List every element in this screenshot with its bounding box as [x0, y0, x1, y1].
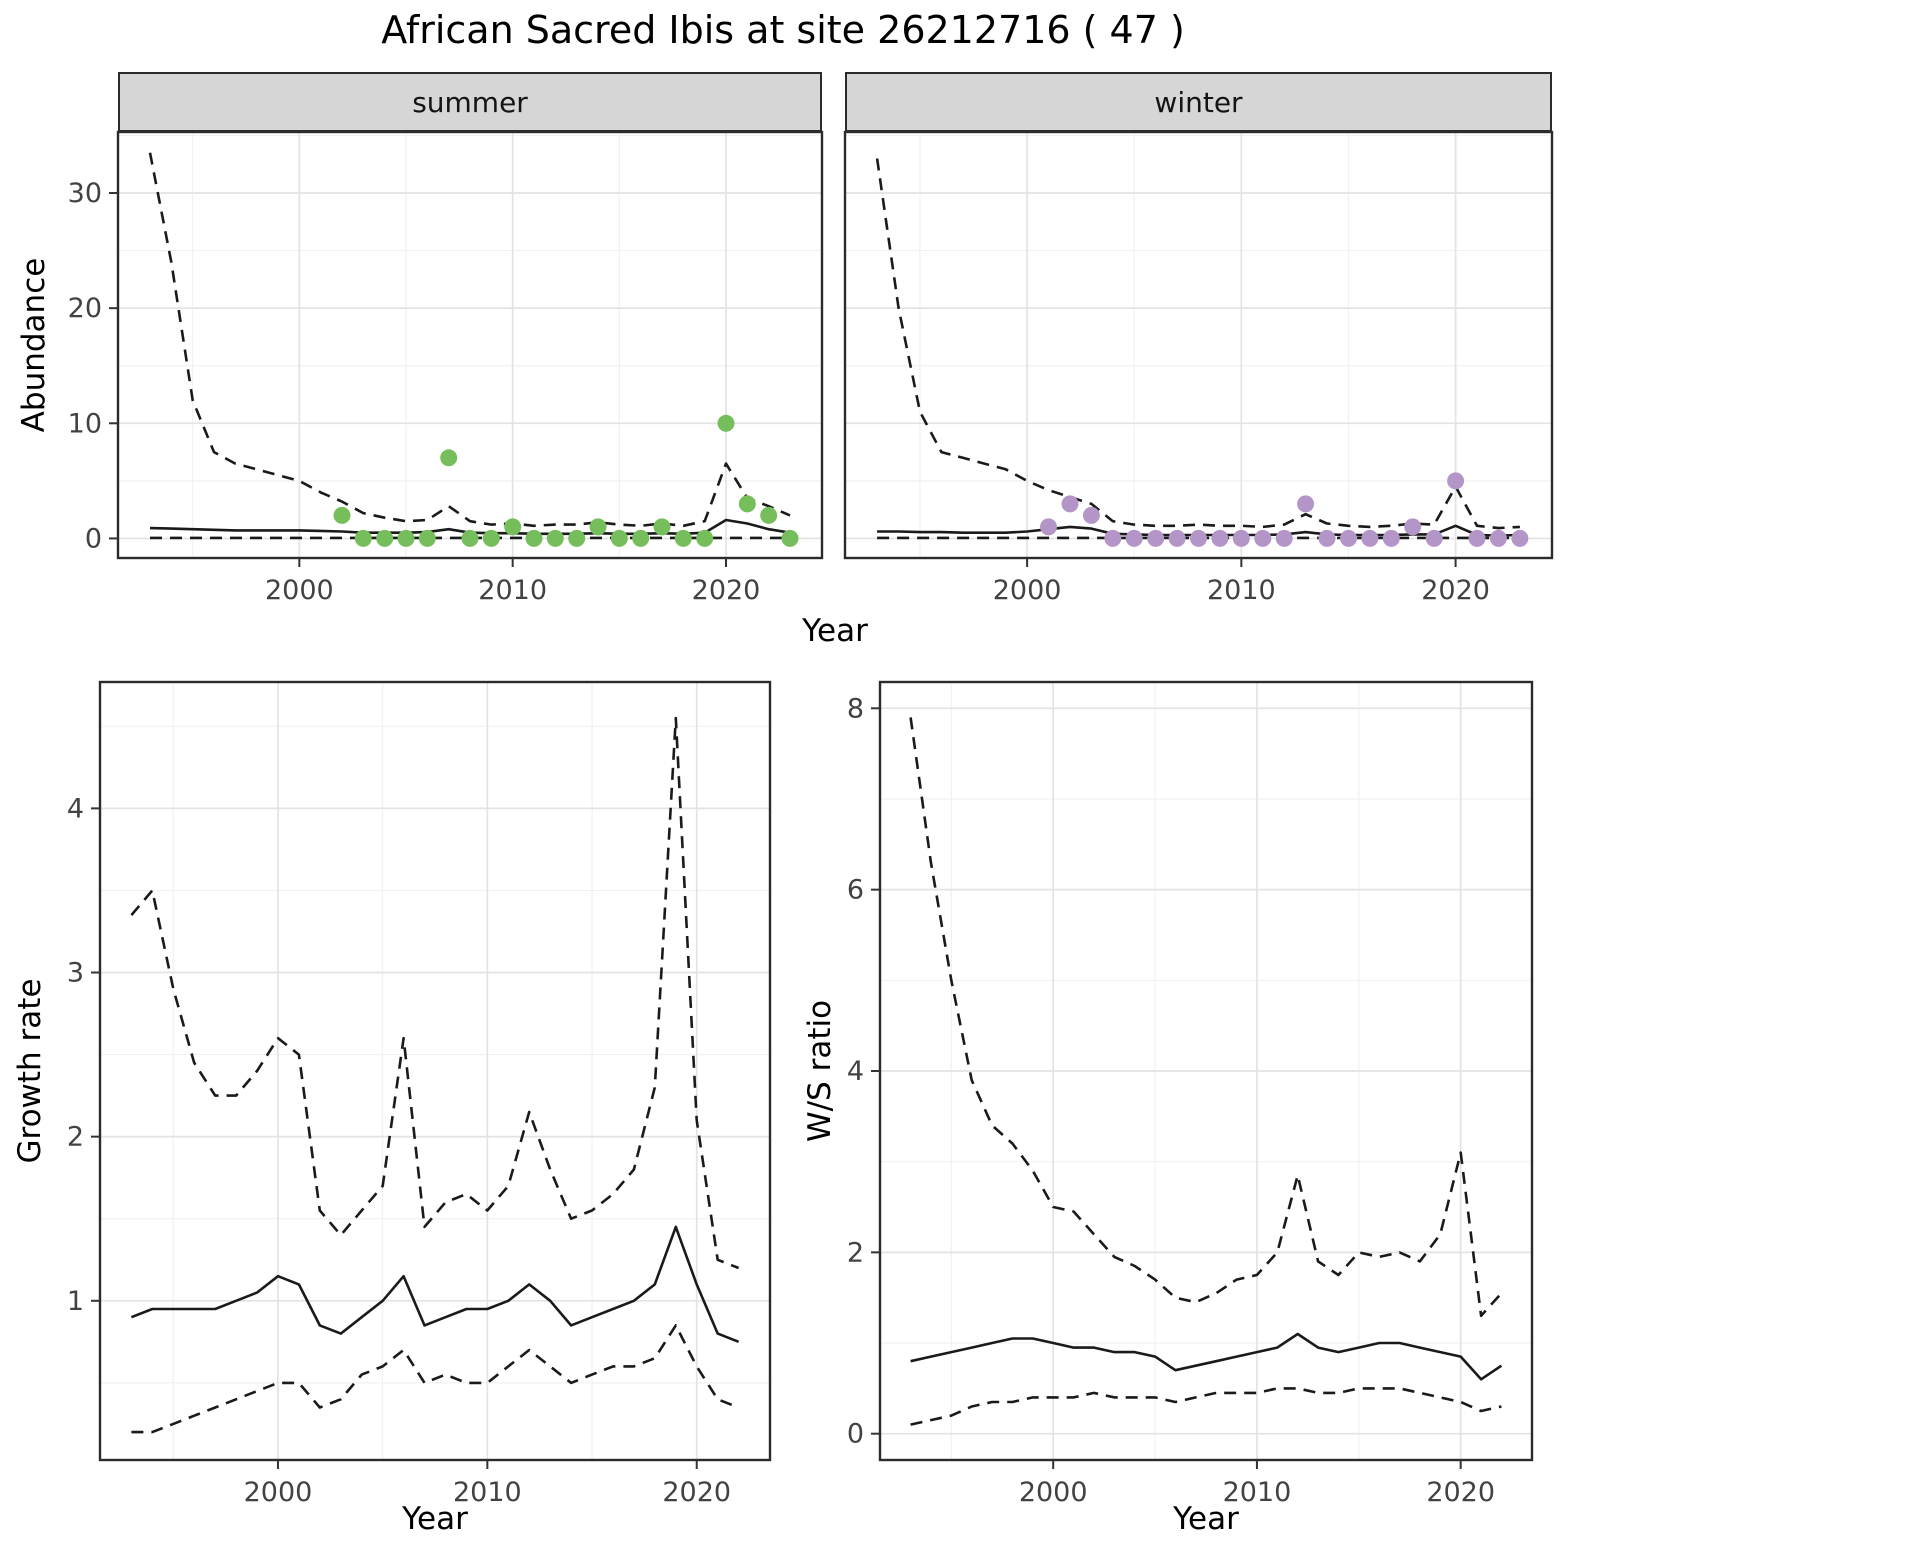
observation-point — [696, 529, 714, 547]
observation-point — [333, 506, 351, 524]
x-tick-label: 2000 — [244, 1477, 313, 1508]
observation-point — [376, 529, 394, 547]
x-axis-title-year-top: Year — [802, 613, 868, 649]
observation-point — [546, 529, 564, 547]
y-tick-label: 8 — [847, 693, 864, 724]
observation-point — [1232, 529, 1250, 547]
y-tick-label: 6 — [847, 875, 864, 906]
observation-point — [1211, 529, 1229, 547]
observation-point — [589, 518, 607, 536]
observation-point — [1404, 518, 1422, 536]
observation-point — [717, 414, 735, 432]
panel-border — [116, 130, 824, 560]
y-tick-label: 10 — [68, 408, 102, 439]
x-tick-label: 2020 — [692, 575, 761, 606]
observation-point — [354, 529, 372, 547]
observation-point — [1489, 529, 1507, 547]
observation-point — [1297, 495, 1315, 513]
upper_ci-line — [875, 158, 1520, 530]
upper_ci-line — [909, 717, 1503, 1318]
panel-border — [843, 130, 1554, 560]
y-axis-title-ws-ratio: W/S ratio — [802, 999, 838, 1143]
y-axis-title-growth-rate: Growth rate — [12, 978, 48, 1164]
observation-point — [418, 529, 436, 547]
observation-point — [397, 529, 415, 547]
lower_ci-line — [910, 1387, 1502, 1426]
observation-point — [1082, 506, 1100, 524]
observation-point — [1511, 529, 1529, 547]
x-tick-label: 2010 — [453, 1477, 522, 1508]
y-tick-label: 0 — [847, 1419, 864, 1450]
x-tick-label: 2010 — [1223, 1477, 1292, 1508]
y-tick-label: 0 — [85, 523, 102, 554]
x-tick-label: 2010 — [1207, 575, 1276, 606]
x-tick-label: 2000 — [265, 575, 334, 606]
median-line — [130, 1225, 740, 1344]
observation-point — [1190, 529, 1207, 547]
observation-point — [610, 529, 628, 547]
observation-point — [1061, 495, 1079, 513]
observation-point — [1447, 472, 1465, 490]
y-axis-title-abundance: Abundance — [16, 257, 52, 433]
lower_ci-line — [131, 1324, 740, 1434]
observation-point — [1275, 529, 1293, 547]
observation-point — [504, 518, 522, 536]
y-tick-label: 30 — [68, 178, 102, 209]
x-tick-label: 2010 — [478, 575, 547, 606]
y-tick-label: 2 — [67, 1122, 84, 1153]
y-tick-label: 4 — [67, 793, 84, 824]
facet-strip-winter: winter — [845, 72, 1552, 132]
observation-point — [738, 495, 756, 513]
observation-point — [1254, 529, 1272, 547]
facet-strip-summer: summer — [118, 72, 822, 132]
panel-background — [845, 132, 1552, 558]
y-tick-label: 4 — [847, 1056, 864, 1087]
x-tick-label: 2020 — [662, 1477, 731, 1508]
observation-point — [568, 529, 586, 547]
upper_ci-line — [148, 152, 791, 528]
x-axis-title-year-growth: Year — [402, 1501, 468, 1537]
y-tick-label: 20 — [68, 293, 102, 324]
observation-point — [461, 529, 479, 547]
observation-point — [653, 518, 671, 536]
observation-point — [440, 449, 458, 467]
observation-point — [1382, 529, 1400, 547]
observation-point — [1104, 529, 1122, 547]
observation-point — [1125, 529, 1143, 547]
observation-point — [1340, 529, 1357, 547]
observation-point — [1040, 518, 1057, 536]
panel-background — [118, 132, 822, 558]
observation-point — [482, 529, 500, 547]
observation-point — [674, 529, 692, 547]
facet-strip-summer-label: summer — [412, 85, 528, 119]
panel-border — [98, 680, 772, 1462]
x-tick-label: 2000 — [993, 575, 1062, 606]
x-axis-title-year-ws: Year — [1173, 1501, 1239, 1537]
y-tick-label: 1 — [67, 1286, 84, 1317]
y-tick-label: 3 — [67, 958, 84, 989]
facet-strip-winter-label: winter — [1154, 85, 1243, 119]
observation-point — [1168, 529, 1186, 547]
observation-point — [1425, 529, 1443, 547]
upper_ci-line — [130, 716, 740, 1270]
observation-point — [1361, 529, 1379, 547]
x-tick-label: 2000 — [1019, 1477, 1088, 1508]
observation-point — [525, 529, 543, 547]
observation-point — [760, 506, 778, 524]
panel-background — [100, 682, 770, 1460]
observation-point — [781, 529, 799, 547]
observation-point — [632, 529, 650, 547]
observation-point — [1468, 529, 1486, 547]
observation-point — [1318, 529, 1336, 547]
y-tick-label: 2 — [847, 1237, 864, 1268]
median-line — [910, 1332, 1503, 1381]
chart-title: African Sacred Ibis at site 26212716 ( 4… — [381, 8, 1185, 52]
x-tick-label: 2020 — [1426, 1477, 1495, 1508]
observation-point — [1147, 529, 1165, 547]
x-tick-label: 2020 — [1421, 575, 1490, 606]
